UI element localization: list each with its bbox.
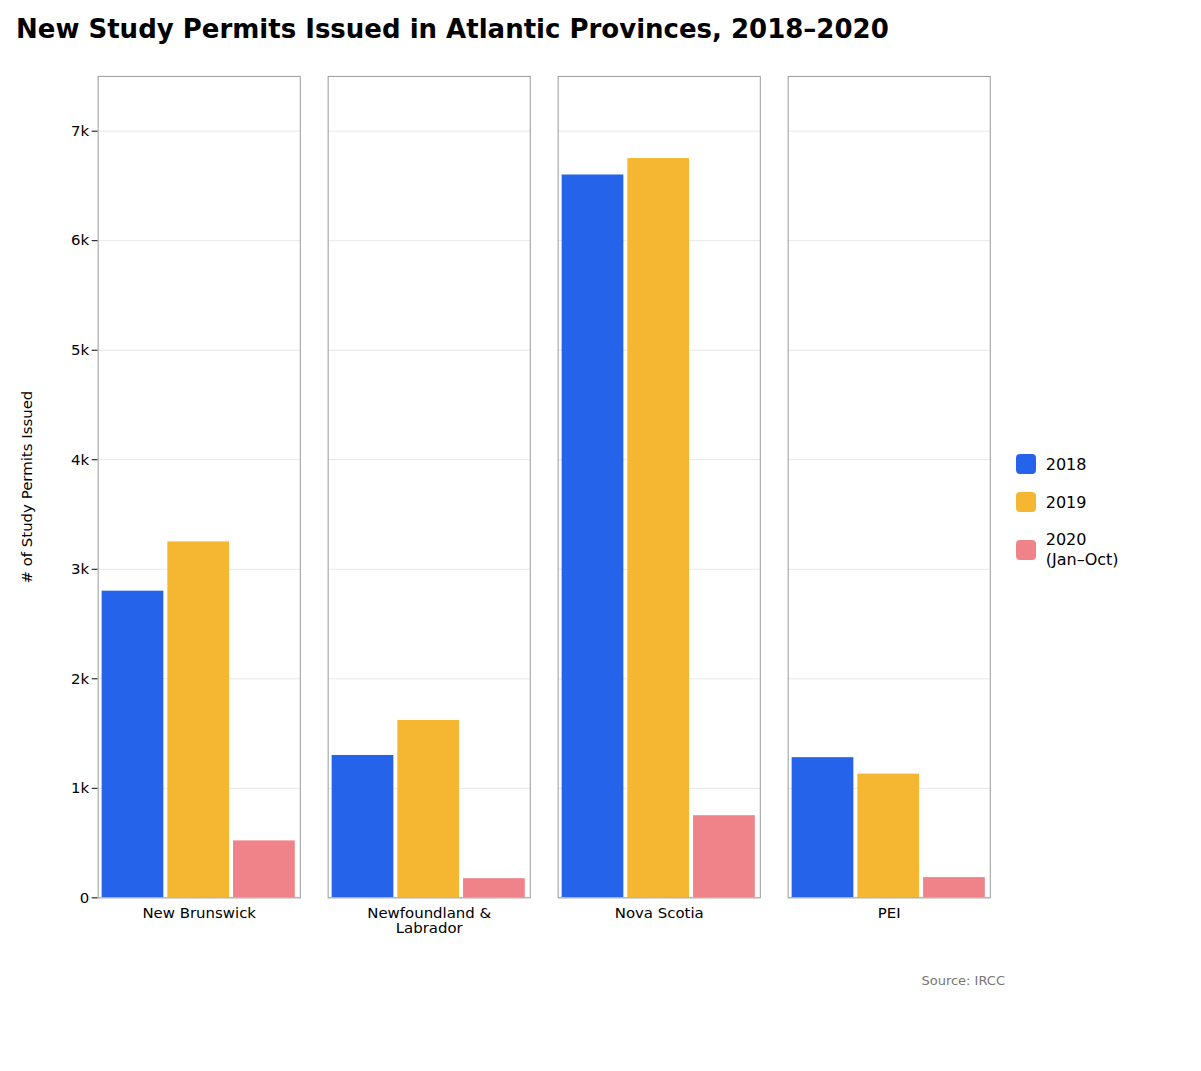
svg-text:2k: 2k (71, 670, 89, 688)
html-text:Source: IRCC: Source: IRCC (921, 973, 1005, 988)
html-text:2020 (Jan–Oct): 2020 (Jan–Oct) (1045, 530, 1119, 569)
svg-text:3k: 3k (71, 560, 89, 578)
svg-text:1k: 1k (71, 779, 89, 797)
svg-text:Nova Scotia: Nova Scotia (615, 904, 704, 922)
html-text:New Study Permits Issued in At: New Study Permits Issued in Atlantic Pro… (16, 14, 889, 44)
svg-text:PEI: PEI (878, 904, 901, 922)
svg-text:5k: 5k (71, 341, 89, 359)
svg-text:7k: 7k (71, 122, 89, 140)
html-text:2019: 2019 (1045, 492, 1087, 512)
svg-text:0: 0 (80, 889, 90, 907)
html-text:2018: 2018 (1045, 454, 1087, 474)
svg-text:4k: 4k (71, 451, 89, 469)
svg-text:Newfoundland &Labrador: Newfoundland &Labrador (367, 904, 491, 937)
svg-text:# of Study Permits Issued: # of Study Permits Issued (18, 391, 36, 584)
svg-text:6k: 6k (71, 231, 89, 249)
svg-text:New Brunswick: New Brunswick (142, 904, 256, 922)
